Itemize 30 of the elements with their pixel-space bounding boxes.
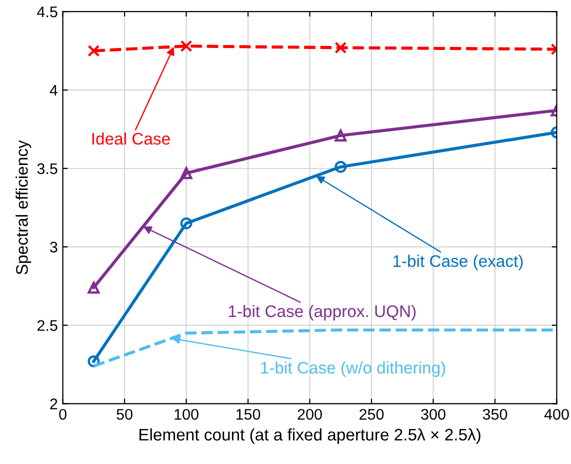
y-tick-label: 4 [50,85,58,96]
point [88,355,100,368]
y-axis-title: Spectral efficiency [16,140,32,274]
x-tick-label: 0 [59,408,66,420]
y-tick-label: 2.5 [37,320,58,331]
y-tick-label: 2 [50,398,58,410]
point [180,167,192,180]
point [334,130,347,142]
series-label: 1-bit Case (w/o dithering) [261,361,446,377]
x-tick-label: 100 [174,408,198,420]
text: 1-bit Case (approx. UQN) [228,304,416,320]
x-tick-label: 350 [482,408,508,420]
y-tick-label: 3 [50,242,58,253]
text: 1-bit Case (exact) [393,254,523,270]
x-tick-label: 400 [544,408,569,420]
y-tick-label: 4.5 [37,6,58,18]
point [334,42,347,54]
x-axis-title: Element count (at a fixed aperture 2.5λ × 2.5λ) [140,428,480,444]
point [180,217,192,230]
x-tick-label: 50 [116,408,132,420]
y-tick-label: 3.5 [37,163,58,174]
x-tick-label: 150 [236,408,260,420]
x-tick-label: 250 [360,408,384,420]
x-tick-label: 200 [298,408,322,420]
point [88,44,100,57]
x-tick-label: 300 [421,408,446,420]
text: Ideal Case [92,132,170,145]
point [334,160,347,173]
point [180,40,192,52]
point [88,282,100,294]
